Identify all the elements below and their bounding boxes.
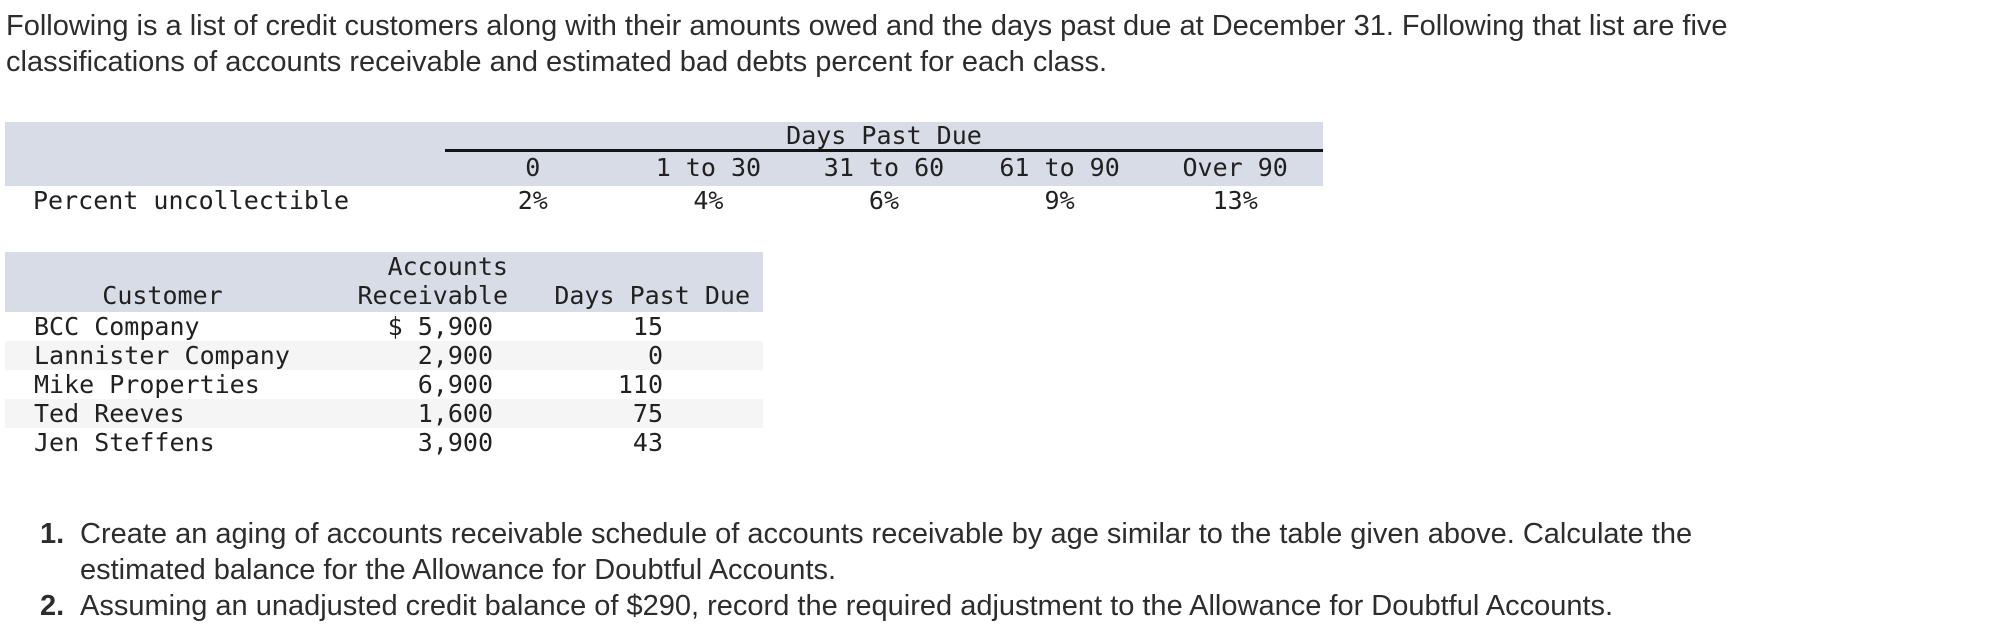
- instruction-2-line-1: Assuming an unadjusted credit balance of…: [80, 590, 1614, 622]
- problem-intro-paragraph: Following is a list of credit customers …: [6, 8, 2006, 80]
- accounts-receivable-value: 3,900: [417, 428, 493, 457]
- instruction-1-line-2: estimated balance for the Allowance for …: [80, 554, 837, 586]
- customer-name: Ted Reeves: [34, 399, 185, 428]
- instruction-text: Create an aging of accounts receivable s…: [80, 516, 2006, 588]
- intro-line-2: classifications of accounts receivable a…: [6, 46, 1107, 78]
- days-past-due-value: 43: [632, 428, 663, 457]
- percent-uncollectible-label: Percent uncollectible: [33, 186, 350, 215]
- percent-value-31to60: 6%: [868, 186, 900, 215]
- table-row: Ted Reeves 1,600 75: [5, 399, 763, 428]
- customer-table-body: BCC Company $ 5,900 15 Lannister Company…: [5, 312, 763, 457]
- percent-value-1to30: 4%: [693, 186, 724, 215]
- days-past-due-column-header: Days Past Due: [525, 252, 763, 312]
- aging-group-header: Days Past Due: [445, 122, 1323, 152]
- customer-header-label: Customer: [102, 281, 223, 310]
- instructions-list: 1. Create an aging of accounts receivabl…: [0, 516, 2006, 624]
- aging-classes-table: Days Past Due 0 1 to 30 31 to 60 61 to 9…: [5, 122, 1323, 215]
- percent-uncollectible-row: Percent uncollectible 2% 4% 6% 9% 13%: [5, 186, 1323, 215]
- aging-group-header-row: Days Past Due: [5, 122, 1323, 152]
- days-past-due-value: 75: [632, 399, 663, 428]
- customer-table-header-row: Customer Accounts Receivable Days Past D…: [5, 252, 763, 312]
- table-row: Lannister Company 2,900 0: [5, 341, 763, 370]
- instruction-text: Assuming an unadjusted credit balance of…: [80, 588, 2006, 624]
- aging-col-0: 0: [445, 152, 621, 186]
- days-past-due-value: 15: [632, 312, 663, 341]
- aging-column-header-row: 0 1 to 30 31 to 60 61 to 90 Over 90: [5, 152, 1323, 186]
- aging-col-1to30: 1 to 30: [620, 152, 797, 186]
- accounts-receivable-column-header: Accounts Receivable: [320, 252, 525, 312]
- instruction-number: 1.: [40, 518, 65, 550]
- aging-col-61to90: 61 to 90: [971, 152, 1148, 186]
- table-row: Mike Properties 6,900 110: [5, 370, 763, 399]
- instruction-item-2: 2. Assuming an unadjusted credit balance…: [40, 588, 2006, 624]
- instruction-number: 2.: [40, 590, 65, 622]
- aging-col-31to60: 31 to 60: [796, 152, 972, 186]
- accounts-receivable-value: 6,900: [417, 370, 493, 399]
- instruction-item-1: 1. Create an aging of accounts receivabl…: [40, 516, 2006, 588]
- accounts-receivable-value: 1,600: [417, 399, 493, 428]
- aging-empty-corner-cell: [5, 122, 445, 152]
- accounts-receivable-value: 2,900: [417, 341, 493, 370]
- accounts-receivable-value: $ 5,900: [387, 312, 493, 341]
- percent-value-over90: 13%: [1212, 186, 1258, 215]
- customer-name: Lannister Company: [34, 341, 290, 370]
- customer-name: Jen Steffens: [34, 428, 215, 457]
- customer-column-header: Customer: [5, 252, 320, 312]
- intro-line-1: Following is a list of credit customers …: [6, 10, 1728, 42]
- customer-name: BCC Company: [34, 312, 200, 341]
- days-past-due-value: 0: [647, 341, 663, 370]
- table-row: BCC Company $ 5,900 15: [5, 312, 763, 341]
- days-past-due-value: 110: [617, 370, 663, 399]
- percent-value-0: 2%: [517, 186, 548, 215]
- instruction-1-line-1: Create an aging of accounts receivable s…: [80, 518, 1693, 550]
- ar-header-line-2: Receivable: [357, 281, 508, 310]
- percent-value-61to90: 9%: [1044, 186, 1075, 215]
- aging-col-over90: Over 90: [1147, 152, 1323, 186]
- days-header-label: Days Past Due: [554, 281, 750, 310]
- ar-header-line-1: Accounts: [387, 252, 508, 281]
- customer-table: Customer Accounts Receivable Days Past D…: [5, 252, 763, 457]
- table-row: Jen Steffens 3,900 43: [5, 428, 763, 457]
- customer-name: Mike Properties: [34, 370, 260, 399]
- aging-empty-label-cell: [5, 152, 445, 186]
